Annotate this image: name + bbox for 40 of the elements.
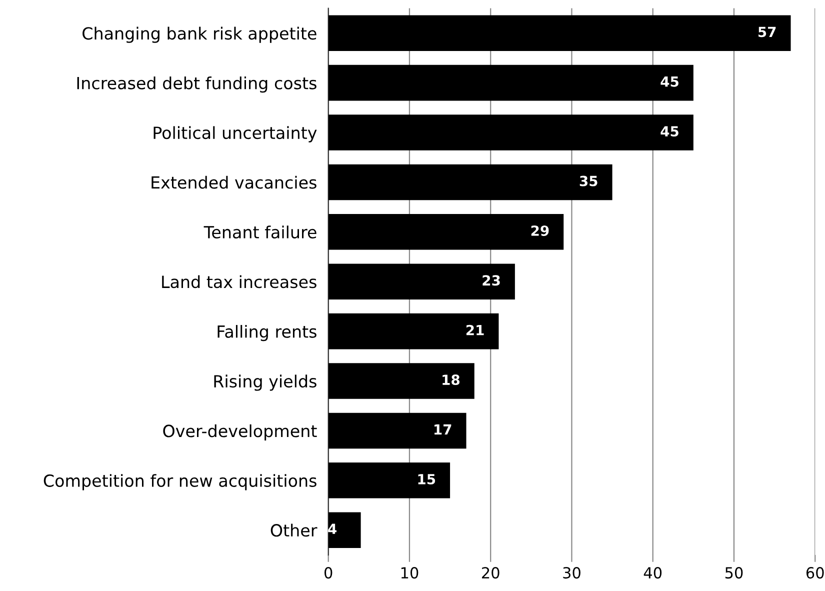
y-tick-label: Falling rents (218, 324, 316, 342)
x-tick-label: 30 (563, 567, 580, 579)
data-label: 15 (418, 474, 436, 484)
data-label: 35 (580, 176, 598, 186)
bar (328, 313, 499, 350)
bar (328, 114, 694, 150)
x-tick-label: 40 (644, 567, 662, 579)
y-tick-label: Land tax increases (162, 275, 316, 288)
bar (328, 412, 466, 449)
x-tick-label: 50 (725, 567, 743, 579)
data-label: 29 (531, 225, 549, 236)
x-tick-label: 60 (806, 567, 824, 579)
x-tick-label: 0 (324, 567, 332, 579)
data-label: 45 (660, 126, 678, 137)
data-label: 23 (482, 275, 500, 286)
data-label: 57 (758, 26, 776, 38)
bar (328, 363, 474, 399)
bar (328, 462, 450, 498)
data-label: 18 (442, 374, 460, 386)
bar (328, 214, 564, 250)
y-tick-label: Political uncertainty (154, 126, 317, 142)
y-tick-label: Over-development (163, 424, 317, 441)
bar (328, 264, 515, 300)
data-label: 17 (434, 424, 452, 435)
x-tick-label: 10 (401, 567, 418, 579)
y-tick-label: Changing bank risk appetite (82, 26, 316, 43)
x-tick-label: 20 (482, 567, 500, 579)
data-label: 21 (466, 324, 484, 336)
bar (328, 164, 612, 200)
y-tick-label: Increased debt funding costs (77, 76, 316, 93)
data-label: 4 (328, 524, 336, 534)
bar (328, 64, 694, 101)
data-label: 45 (660, 76, 678, 87)
y-tick-label: Extended vacancies (152, 176, 316, 189)
y-tick-label: Other (270, 524, 318, 537)
y-tick-label: Rising yields (214, 374, 316, 391)
y-tick-label: Competition for new acquisitions (44, 474, 316, 490)
bar (328, 15, 791, 52)
bar (328, 512, 361, 548)
y-tick-label: Tenant failure (204, 226, 316, 238)
